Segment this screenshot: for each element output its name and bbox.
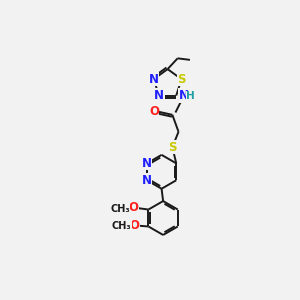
Text: N: N xyxy=(142,157,152,170)
Text: N: N xyxy=(142,174,152,187)
Text: N: N xyxy=(179,89,189,102)
Text: H: H xyxy=(187,91,195,101)
Text: N: N xyxy=(149,73,159,86)
Text: O: O xyxy=(130,219,140,232)
Text: CH₃: CH₃ xyxy=(110,204,130,214)
Text: CH₃: CH₃ xyxy=(112,221,131,232)
Text: O: O xyxy=(149,105,159,118)
Text: S: S xyxy=(177,73,186,86)
Text: S: S xyxy=(168,141,177,154)
Text: O: O xyxy=(128,202,138,214)
Text: N: N xyxy=(154,89,164,102)
